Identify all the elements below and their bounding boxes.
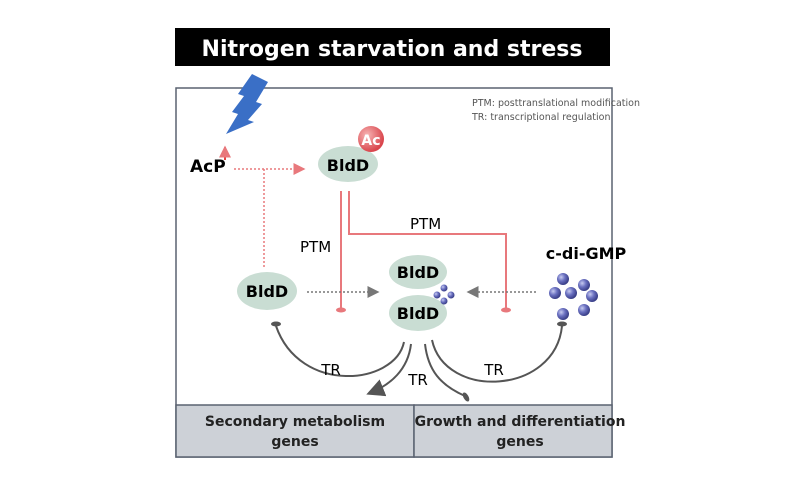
bldd-acetylated [318,146,378,182]
inhibition-bar-icon [462,392,470,402]
inhibition-bar-icon [557,321,567,327]
tr-secondary-arrow [366,343,412,397]
growth-genes-line2: genes [496,434,543,450]
bldd-dimer-bottom [389,295,447,331]
tr-growth-arc [424,343,466,397]
bldd-acetylated-label: BldD [327,156,369,175]
legend-ptm: PTM: posttranslational modification [472,98,640,109]
growth-genes-line1: Growth and differentiation [415,414,626,430]
c-di-gmp-molecules-icon [549,273,598,320]
title-bar [175,28,610,66]
inhibition-bar-icon [501,307,511,313]
tr-right-label: TR [483,361,504,379]
bldd-free-label: BldD [246,282,288,301]
c-di-gmp-label: c-di-GMP [546,244,627,263]
inhibition-bar-icon [336,307,346,313]
secondary-metabolism-genes-box [175,404,415,458]
ac-badge-label: Ac [361,133,380,149]
ptm-right-line [348,191,507,310]
bldd-dimer-top-label: BldD [397,263,439,282]
title: Nitrogen starvation and stress [202,37,583,62]
secondary-genes-line2: genes [271,434,318,450]
inhibition-bar-icon [271,321,281,327]
tr-middle-label: TR [407,371,428,389]
bound-c-di-gmp-icon [433,284,455,305]
tr-left-arc [275,325,405,377]
legend-tr: TR: transcriptional regulation [471,112,610,123]
growth-differentiation-genes-box [413,404,613,458]
ptm-left-label: PTM [300,238,331,256]
acp-label: AcP [190,157,226,177]
bldd-dimer-top [389,255,447,289]
tr-left-label: TR [320,361,341,379]
ptm-right-label: PTM [410,215,441,233]
ac-badge [358,126,384,152]
secondary-genes-line1: Secondary metabolism [205,414,385,430]
lightning-icon [226,74,268,134]
bldd-free [237,272,297,310]
tr-right-arc [431,325,563,383]
bldd-dimer-bottom-label: BldD [397,304,439,323]
